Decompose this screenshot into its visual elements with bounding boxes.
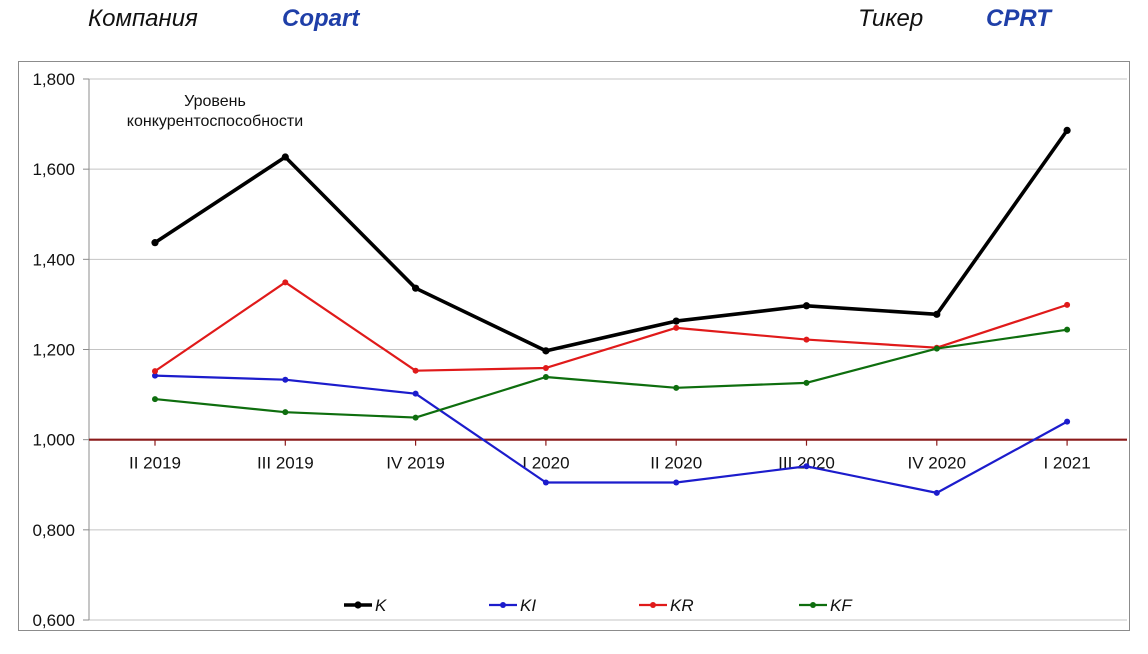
legend-swatch-marker [354, 601, 362, 609]
legend-label: K [375, 596, 387, 615]
ticker-value: CPRT [986, 5, 1051, 32]
ticker-label: Тикер [858, 5, 924, 32]
company-value: Copart [282, 5, 360, 32]
data-point-kr [673, 324, 680, 331]
series-line-k [154, 129, 1069, 353]
y-tick-label: 1,200 [32, 341, 75, 360]
legend-item-ki: KI [489, 596, 536, 615]
company-label: Компания [88, 5, 198, 32]
data-point-k [281, 153, 289, 161]
data-point-ki [412, 390, 419, 397]
legend-swatch-marker [500, 602, 506, 608]
data-point-kr [412, 367, 419, 374]
series-line-ki [154, 374, 1068, 494]
x-tick-label: I 2021 [1043, 454, 1090, 473]
series-kf [152, 326, 1071, 421]
data-point-kf [933, 345, 940, 352]
data-point-k [1063, 126, 1071, 134]
series-k [151, 126, 1071, 355]
x-tick-label: IV 2019 [386, 454, 445, 473]
data-point-ki [1064, 418, 1071, 425]
competitiveness-line-chart: Уровень конкурентоспособности 1,800 1,600… [32, 70, 1127, 630]
data-point-k [412, 284, 420, 292]
data-point-kr [282, 279, 289, 286]
y-tick-label: 0,800 [32, 521, 75, 540]
data-point-kf [673, 384, 680, 391]
data-point-k [802, 302, 811, 310]
y-tick-label: 0,600 [32, 611, 75, 630]
data-point-k [542, 347, 550, 355]
x-tick-label: II 2020 [650, 454, 702, 473]
legend-label: KI [520, 596, 536, 615]
data-point-ki [933, 489, 940, 496]
data-point-kr [542, 364, 549, 371]
data-point-kr [152, 368, 158, 375]
data-point-ki [282, 376, 289, 383]
legend-label: KR [670, 596, 694, 615]
series-line-kf [154, 328, 1068, 419]
data-point-kr [1064, 301, 1071, 308]
x-tick-label: IV 2020 [907, 454, 966, 473]
chart-annotation-line-2: конкурентоспособности [127, 113, 303, 130]
data-point-ki [542, 479, 549, 486]
series-ki [152, 372, 1071, 496]
data-point-ki [803, 463, 810, 470]
data-point-kr [803, 336, 810, 343]
legend-swatch-marker [650, 602, 656, 608]
data-point-kf [803, 379, 810, 386]
y-tick-label: 1,800 [32, 70, 75, 89]
series-kr [152, 279, 1071, 375]
data-point-kf [542, 374, 549, 381]
y-tick-label: 1,400 [32, 250, 75, 269]
y-tick-label: 1,000 [32, 431, 75, 450]
chart-annotation-line-1: Уровень [184, 93, 246, 110]
y-tick-label: 1,600 [32, 160, 75, 179]
x-tick-label: III 2019 [257, 454, 314, 473]
x-tick-label: II 2019 [129, 454, 181, 473]
legend-item-kf: KF [799, 596, 853, 615]
data-point-k [672, 317, 680, 325]
legend-swatch-marker [810, 602, 816, 608]
x-tick-label: I 2020 [522, 454, 569, 473]
data-point-kf [282, 409, 289, 416]
data-point-ki [152, 372, 158, 379]
data-point-ki [673, 479, 680, 486]
chart-frame: Уровень конкурентоспособности 1,800 1,600… [18, 61, 1130, 631]
legend-label: KF [830, 596, 853, 615]
data-point-kf [1064, 326, 1071, 333]
data-point-k [933, 310, 941, 318]
series-line-kr [154, 281, 1068, 373]
data-point-kf [152, 396, 158, 403]
legend-item-k: K [344, 596, 387, 615]
legend-item-kr: KR [639, 596, 694, 615]
data-point-kf [412, 414, 419, 421]
data-point-k [151, 239, 159, 247]
